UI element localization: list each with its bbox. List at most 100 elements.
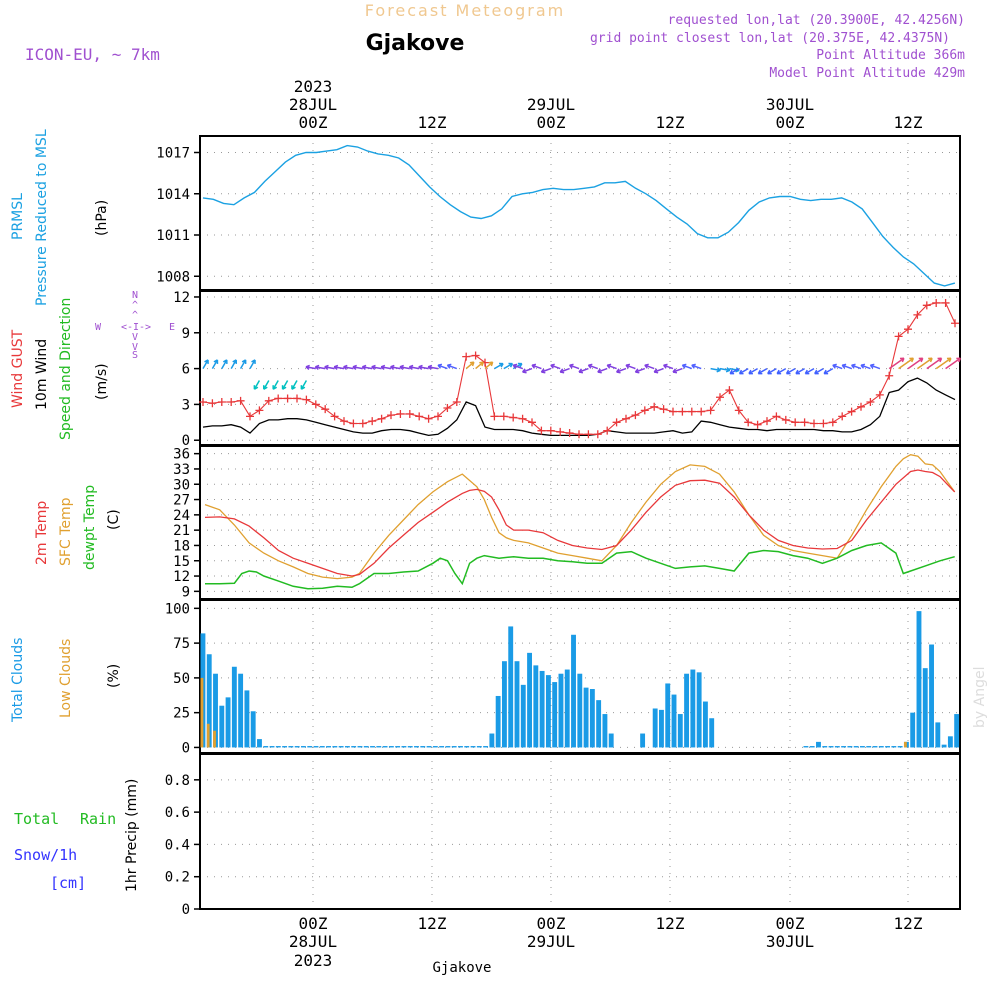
wind-arrow-head	[851, 363, 856, 369]
gust-marker	[828, 418, 837, 427]
gust-marker	[415, 412, 424, 421]
total-cloud-bar	[809, 746, 815, 748]
wind-arrow-head	[204, 359, 209, 364]
total-cloud-bar	[458, 746, 463, 748]
gust-marker	[951, 319, 959, 328]
wind-arrow	[428, 366, 439, 370]
wind-arrow	[804, 367, 815, 375]
compass-rose: N ^ ^ W <-I-> E V V S	[95, 290, 175, 361]
wind-arrow-head	[262, 385, 268, 390]
wind-arrow-head	[918, 357, 924, 363]
wind-arrow	[503, 362, 513, 370]
wind-arrow-head	[371, 364, 376, 371]
total-cloud-bar	[476, 746, 482, 748]
wind-arrow	[531, 364, 542, 370]
total-cloud-bar	[552, 682, 558, 748]
gust-marker	[208, 399, 217, 408]
total-cloud-bar	[495, 695, 501, 748]
total-cloud-bar	[577, 673, 583, 748]
wind-arrow	[860, 364, 871, 370]
total-label: Total	[14, 810, 59, 828]
total-cloud-bar	[696, 672, 702, 748]
y-tick-label: 24	[173, 508, 190, 524]
wind-arrow	[907, 357, 924, 370]
total-cloud-bar	[451, 746, 457, 748]
low-cloud-bar	[206, 723, 210, 748]
total-cloud-bar	[652, 708, 658, 748]
low-cloud-bar	[213, 730, 216, 748]
bottom-axis-label: 28JUL	[289, 932, 337, 951]
wind-arrow	[748, 367, 758, 375]
total-cloud-bar	[357, 746, 363, 748]
total-cloud-bar	[269, 746, 275, 748]
wind-arrow-head	[446, 363, 452, 369]
wind-arrow-head	[380, 364, 386, 371]
gust-marker	[499, 412, 508, 421]
y-tick-label: 75	[173, 636, 190, 652]
product-title: Forecast Meteogram	[365, 1, 565, 20]
wind-arrow	[494, 362, 504, 370]
wind-arrow-head	[946, 357, 952, 363]
wind-arrow-head	[222, 359, 228, 364]
gust-marker	[913, 310, 922, 319]
wind-arrow	[371, 366, 382, 370]
wind-arrow	[253, 380, 261, 390]
gust-marker	[922, 301, 931, 310]
wind-arrow-head	[937, 357, 943, 363]
gust-marker	[603, 426, 612, 435]
total-cloud-bar	[677, 714, 683, 748]
wind-arrow-head	[785, 369, 791, 375]
gust-marker	[584, 430, 593, 439]
total-cloud-bar	[527, 652, 532, 748]
wind-arrow-head	[616, 368, 621, 374]
wind-arrow	[757, 367, 768, 375]
y-tick-label: 0.4	[165, 837, 190, 853]
gust-marker	[311, 400, 320, 409]
total-cloud-bar	[300, 746, 306, 748]
compass-arrow-up-2: ^	[132, 310, 138, 321]
bottom-axis-label: 2023	[294, 951, 333, 970]
wind-arrow-head	[767, 369, 772, 375]
y-tick-label: 0.2	[165, 870, 190, 886]
total-cloud-bar	[702, 701, 708, 748]
snow-label: Snow/1h	[14, 846, 77, 864]
wind-arrow-head	[251, 359, 256, 364]
gust-marker	[358, 419, 367, 428]
y-tick-label: 25	[173, 706, 190, 722]
wind-arrow-head	[569, 363, 574, 369]
total-cloud-bar	[853, 746, 859, 748]
compass-e: E	[169, 322, 175, 333]
total-cloud-bar	[326, 746, 332, 748]
y-tick-label: 1017	[156, 146, 190, 162]
requested-coords: requested lon,lat (20.3900E, 42.4256N)	[668, 13, 965, 28]
total-cloud-bar	[602, 714, 608, 748]
gust-marker	[800, 418, 809, 427]
y-tick-label: 9	[182, 326, 190, 342]
gust-marker	[706, 406, 715, 415]
temp-sfc-label: SFC Temp	[58, 497, 74, 566]
footer-location: Gjakove	[432, 960, 491, 976]
total-cloud-bar	[351, 746, 357, 748]
wind-arrow-head	[399, 364, 404, 371]
gust-marker	[894, 332, 903, 341]
wind-arrow-head	[748, 369, 753, 375]
compass-arrow-down-2: V	[132, 342, 138, 353]
gust-marker	[753, 420, 762, 429]
gust-marker	[716, 393, 724, 402]
low-clouds-label: Low Clouds	[58, 639, 74, 718]
total-cloud-bar	[583, 687, 589, 748]
wind-arrow-head	[725, 367, 731, 373]
wind-arrow-head	[343, 364, 348, 371]
total-cloud-bar	[589, 689, 595, 748]
wind-arrow	[606, 364, 617, 370]
total-cloud-bar	[344, 746, 350, 748]
total-cloud-bar	[407, 746, 413, 748]
total-cloud-bar	[250, 711, 256, 748]
gust-marker	[199, 398, 207, 407]
total-cloud-bar	[244, 690, 250, 748]
gust-marker	[659, 405, 668, 414]
y-tick-label: 12	[173, 290, 190, 306]
total-cloud-bar	[860, 746, 865, 748]
